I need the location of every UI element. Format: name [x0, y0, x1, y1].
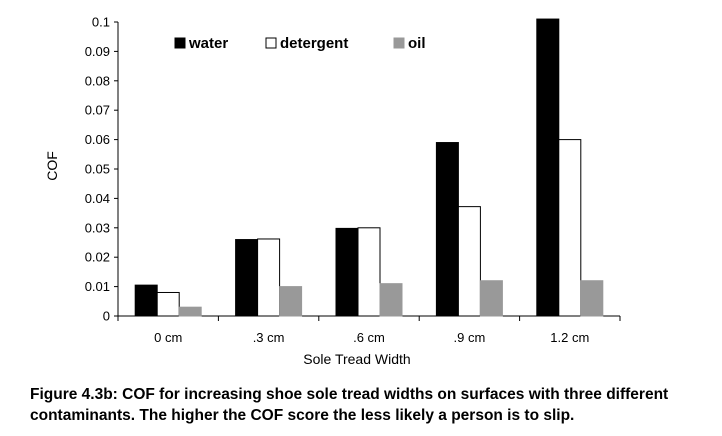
bar-detergent-1 [257, 238, 281, 317]
bar-water-1 [235, 239, 259, 317]
y-tick-label: 0.09 [85, 44, 110, 59]
bar-detergent-0 [156, 291, 180, 317]
legend-label-oil: oil [408, 35, 426, 52]
x-tick-label: 0 cm [154, 330, 182, 345]
caption-line-1: Figure 4.3b: COF for increasing shoe sol… [30, 386, 669, 403]
y-tick-label: 0 [103, 309, 110, 324]
legend-swatch-detergent [265, 37, 277, 49]
y-tick-label: 0.02 [85, 250, 110, 265]
bar-detergent-2 [357, 227, 381, 317]
legend-swatch-oil [393, 37, 405, 49]
bar-detergent-4 [558, 139, 582, 317]
caption-line-2: contaminants. The higher the COF score t… [30, 407, 575, 424]
bars [134, 18, 604, 317]
legend-label-detergent: detergent [280, 35, 348, 52]
bar-oil-0 [178, 306, 202, 317]
y-tick-label: 0.06 [85, 132, 110, 147]
legend-swatch-water [174, 37, 186, 49]
legend: water detergent oil [174, 35, 426, 52]
bar-detergent-3 [457, 206, 481, 317]
x-axis: 0 cm .3 cm .6 cm .9 cm 1.2 cm [117, 315, 621, 345]
bar-chart: 0 0.01 0.02 0.03 0.04 0.05 0.06 0.07 0.08 0.09 0.1… [44, 15, 621, 367]
x-tick-label: 1.2 cm [550, 330, 589, 345]
x-tick-label: .6 cm [353, 330, 385, 345]
y-tick-label: 0.03 [85, 220, 110, 235]
figure-caption: Figure 4.3b: COF for increasing shoe sol… [30, 384, 720, 426]
bar-oil-4 [580, 280, 604, 317]
y-tick-label: 0.1 [92, 15, 110, 30]
legend-label-water: water [188, 35, 228, 52]
bar-oil-2 [379, 283, 403, 317]
bar-water-0 [134, 284, 158, 317]
y-axis: 0 0.01 0.02 0.03 0.04 0.05 0.06 0.07 0.08 0.09 0.1 [85, 15, 119, 324]
y-tick-label: 0.04 [85, 191, 110, 206]
x-axis-label: Sole Tread Width [303, 351, 410, 367]
y-tick-label: 0.05 [85, 162, 110, 177]
x-tick-label: .9 cm [454, 330, 486, 345]
y-tick-label: 0.01 [85, 279, 110, 294]
bar-water-3 [435, 142, 459, 317]
y-tick-label: 0.07 [85, 103, 110, 118]
bar-water-2 [335, 227, 359, 317]
bar-oil-3 [479, 280, 503, 317]
bar-oil-1 [279, 286, 303, 317]
bar-water-4 [536, 18, 560, 317]
x-tick-label: .3 cm [253, 330, 285, 345]
y-axis-label: COF [44, 151, 60, 181]
y-tick-label: 0.08 [85, 73, 110, 88]
